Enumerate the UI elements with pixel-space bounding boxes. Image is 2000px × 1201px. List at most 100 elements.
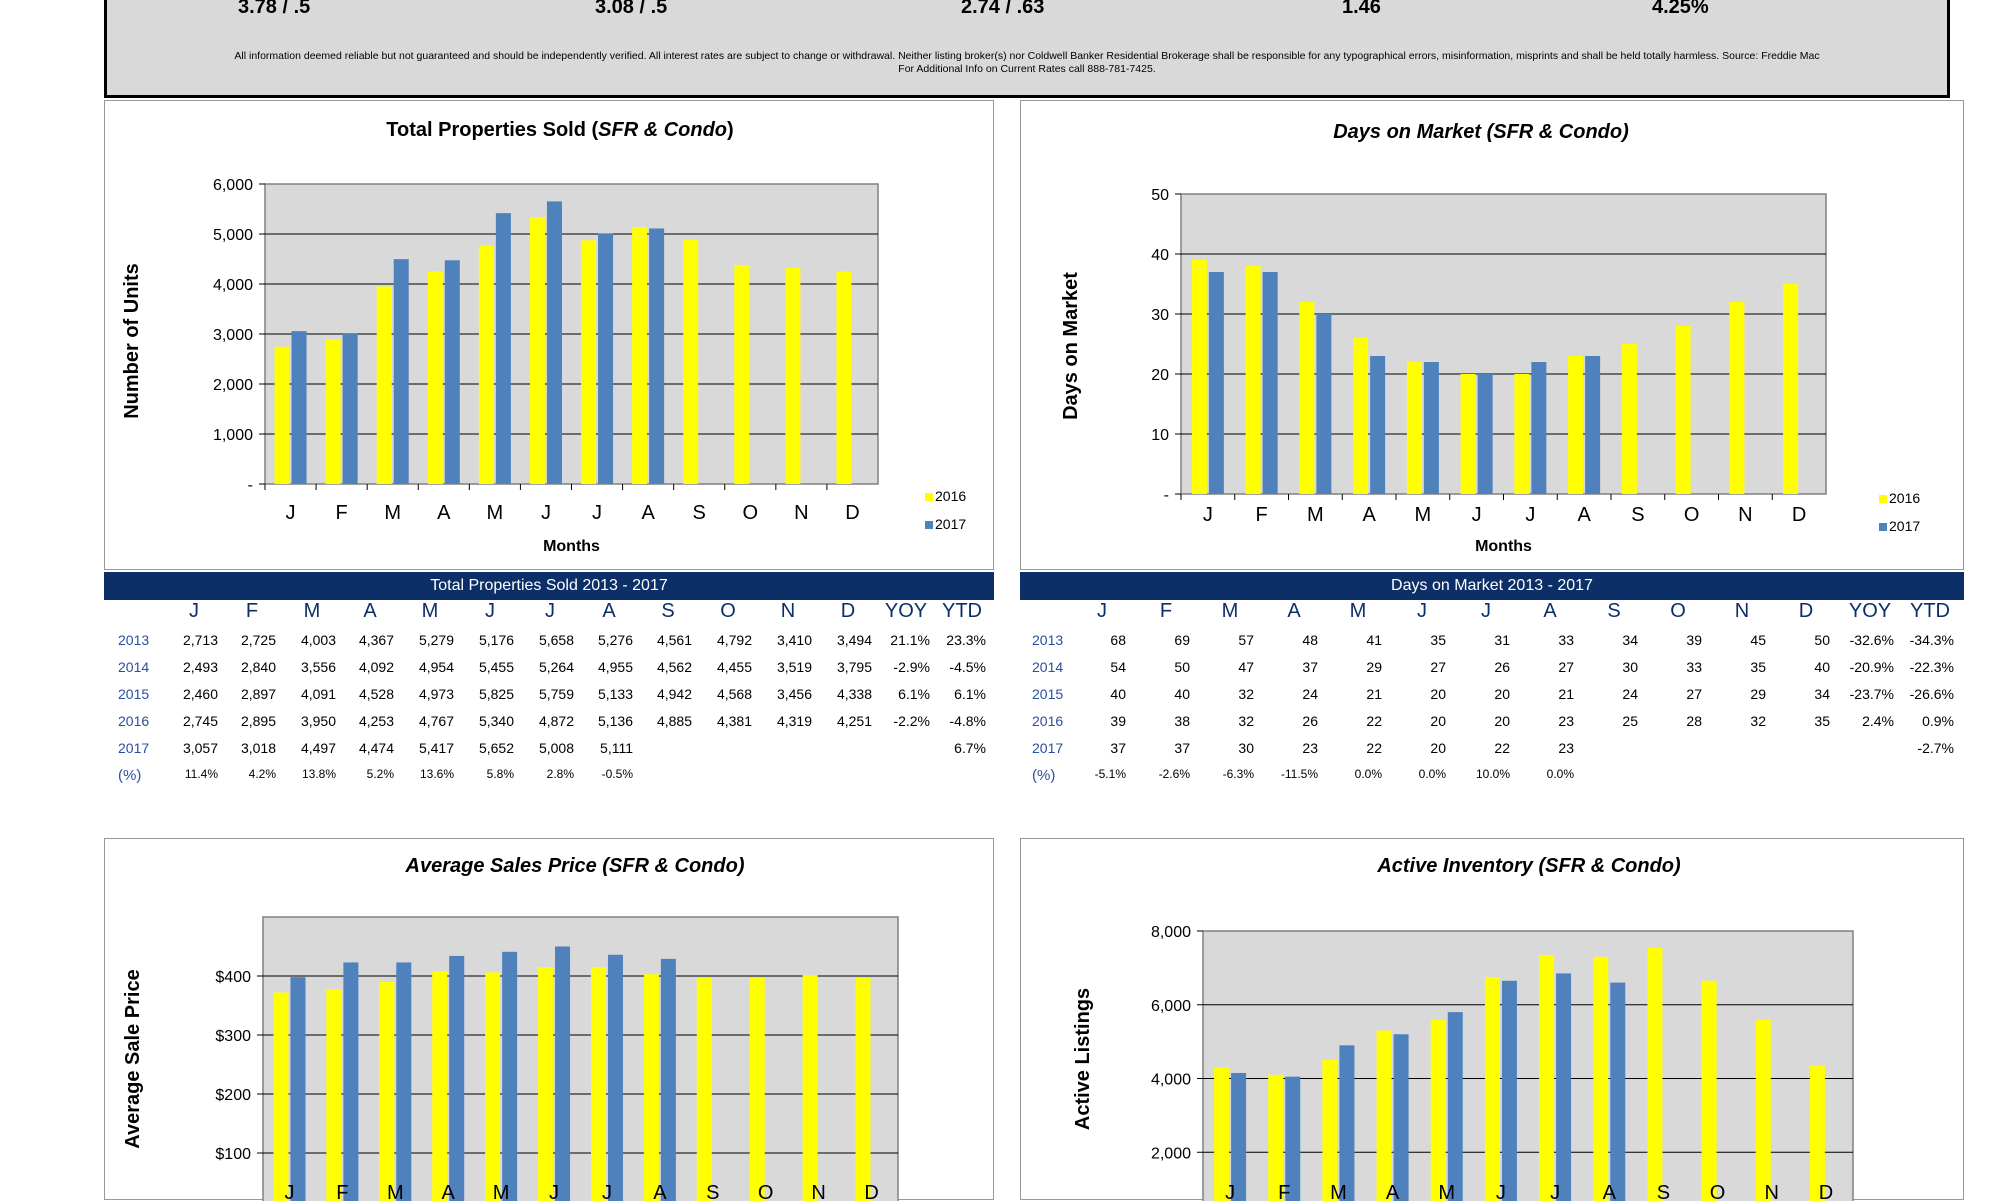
table-cell: 34 <box>1770 686 1830 702</box>
table-cell: 3,018 <box>216 740 276 756</box>
x-tick-label: J <box>1225 1182 1235 1201</box>
table-cell: 2.4% <box>1834 713 1894 729</box>
table-cell: 2,895 <box>216 713 276 729</box>
table-cell: 28 <box>1642 713 1702 729</box>
bar-series-0-F <box>326 990 341 1201</box>
table-column-header: D <box>818 600 878 623</box>
table-column-header: J <box>164 600 224 623</box>
x-tick-label: O <box>743 502 759 524</box>
y-axis-label: Days on Market <box>1060 272 1082 420</box>
legend-swatch <box>1879 495 1887 503</box>
table-cell: 37 <box>1066 740 1126 756</box>
y-tick-label: $300 <box>215 1028 251 1045</box>
y-tick-label: - <box>248 477 253 494</box>
x-tick-label: N <box>1765 1182 1779 1201</box>
table-cell: 3,494 <box>812 632 872 648</box>
y-tick-label: 6,000 <box>213 177 253 194</box>
bar-2017-J <box>1531 362 1546 494</box>
bar-2016-F <box>326 339 341 484</box>
table-row-label: (%) <box>1032 767 1055 784</box>
table-cell: -6.3% <box>1194 767 1254 781</box>
table-cell: -5.1% <box>1066 767 1126 781</box>
bar-series-0-A <box>1593 957 1608 1201</box>
plot-area <box>1203 931 1853 1201</box>
table-cell: 38 <box>1130 713 1190 729</box>
bar-series-0-M <box>1322 1060 1337 1201</box>
x-tick-label: O <box>1684 504 1700 526</box>
bar-series-0-M <box>485 972 500 1201</box>
table-cell: 23 <box>1514 713 1574 729</box>
x-tick-label: S <box>693 502 706 524</box>
x-tick-label: N <box>1738 504 1752 526</box>
table-column-header: N <box>1712 600 1772 623</box>
table-cell: 3,057 <box>158 740 218 756</box>
table-column-header: O <box>1648 600 1708 623</box>
table-column-header: A <box>340 600 400 623</box>
table-cell: 5,111 <box>573 740 633 756</box>
bar-series-0-A <box>432 971 447 1201</box>
table-cell: 5,136 <box>573 713 633 729</box>
bar-2017-A <box>445 260 460 484</box>
x-axis-label: Months <box>1475 538 1532 555</box>
bar-2017-J <box>1209 272 1224 494</box>
x-tick-label: M <box>384 502 401 524</box>
bar-2017-J <box>292 331 307 484</box>
table-cell: 32 <box>1194 713 1254 729</box>
x-axis-label: Months <box>543 538 600 555</box>
table-cell: -26.6% <box>1894 686 1954 702</box>
rate-value: 3.78 / .5 <box>238 0 310 19</box>
table-cell: 57 <box>1194 632 1254 648</box>
table-row-label: 2013 <box>118 632 149 648</box>
bar-2016-N <box>785 268 800 484</box>
table-cell: 3,556 <box>276 659 336 675</box>
table-row-label: 2015 <box>1032 686 1063 702</box>
y-tick-label: $400 <box>215 969 251 986</box>
x-tick-label: N <box>794 502 808 524</box>
table-cell: 48 <box>1258 632 1318 648</box>
table-cell: -2.2% <box>870 713 930 729</box>
x-tick-label: O <box>758 1182 774 1201</box>
bar-series-0-S <box>1647 948 1662 1201</box>
chart-title: Total Properties Sold (SFR & Condo) <box>386 119 733 141</box>
table-cell: -11.5% <box>1258 767 1318 781</box>
bar-2016-A <box>632 227 647 484</box>
table-cell: 23 <box>1258 740 1318 756</box>
x-tick-label: A <box>1386 1182 1400 1201</box>
table-cell: 68 <box>1066 632 1126 648</box>
table-cell: 54 <box>1066 659 1126 675</box>
table-cell: 2,745 <box>158 713 218 729</box>
table-column-header: J <box>520 600 580 623</box>
chart-title: Average Sales Price (SFR & Condo) <box>405 855 745 877</box>
bar-series-0-J <box>1214 1067 1229 1201</box>
table-cell: 5,658 <box>514 632 574 648</box>
table-cell: 47 <box>1194 659 1254 675</box>
table-cell: 20 <box>1450 713 1510 729</box>
table-cell: 3,410 <box>752 632 812 648</box>
y-tick-label: 4,000 <box>213 277 253 294</box>
table-cell: 4,003 <box>276 632 336 648</box>
table-column-header: A <box>1264 600 1324 623</box>
table-cell: 2,897 <box>216 686 276 702</box>
chart-average-sales-price: Average Sales Price (SFR & Condo)$-$100$… <box>104 838 994 1200</box>
x-tick-label: N <box>811 1182 825 1201</box>
bar-series-0-M <box>1431 1020 1446 1201</box>
table-column-header: J <box>1072 600 1132 623</box>
table-cell: 21 <box>1514 686 1574 702</box>
bar-2016-M <box>1407 362 1422 494</box>
table-row-label: 2014 <box>118 659 149 675</box>
table-cell: 37 <box>1130 740 1190 756</box>
x-tick-label: A <box>641 502 655 524</box>
table-column-header: S <box>638 600 698 623</box>
x-tick-label: M <box>1415 504 1432 526</box>
table-cell: 2,493 <box>158 659 218 675</box>
table-cell: 27 <box>1642 686 1702 702</box>
bar-2017-F <box>343 333 358 484</box>
bar-2017-J <box>547 201 562 484</box>
table-cell: 4,942 <box>632 686 692 702</box>
table-cell: 31 <box>1450 632 1510 648</box>
table-cell: 39 <box>1642 632 1702 648</box>
bar-2016-J <box>1461 374 1476 494</box>
bar-series-1-J <box>1502 981 1517 1201</box>
table-cell: 37 <box>1258 659 1318 675</box>
